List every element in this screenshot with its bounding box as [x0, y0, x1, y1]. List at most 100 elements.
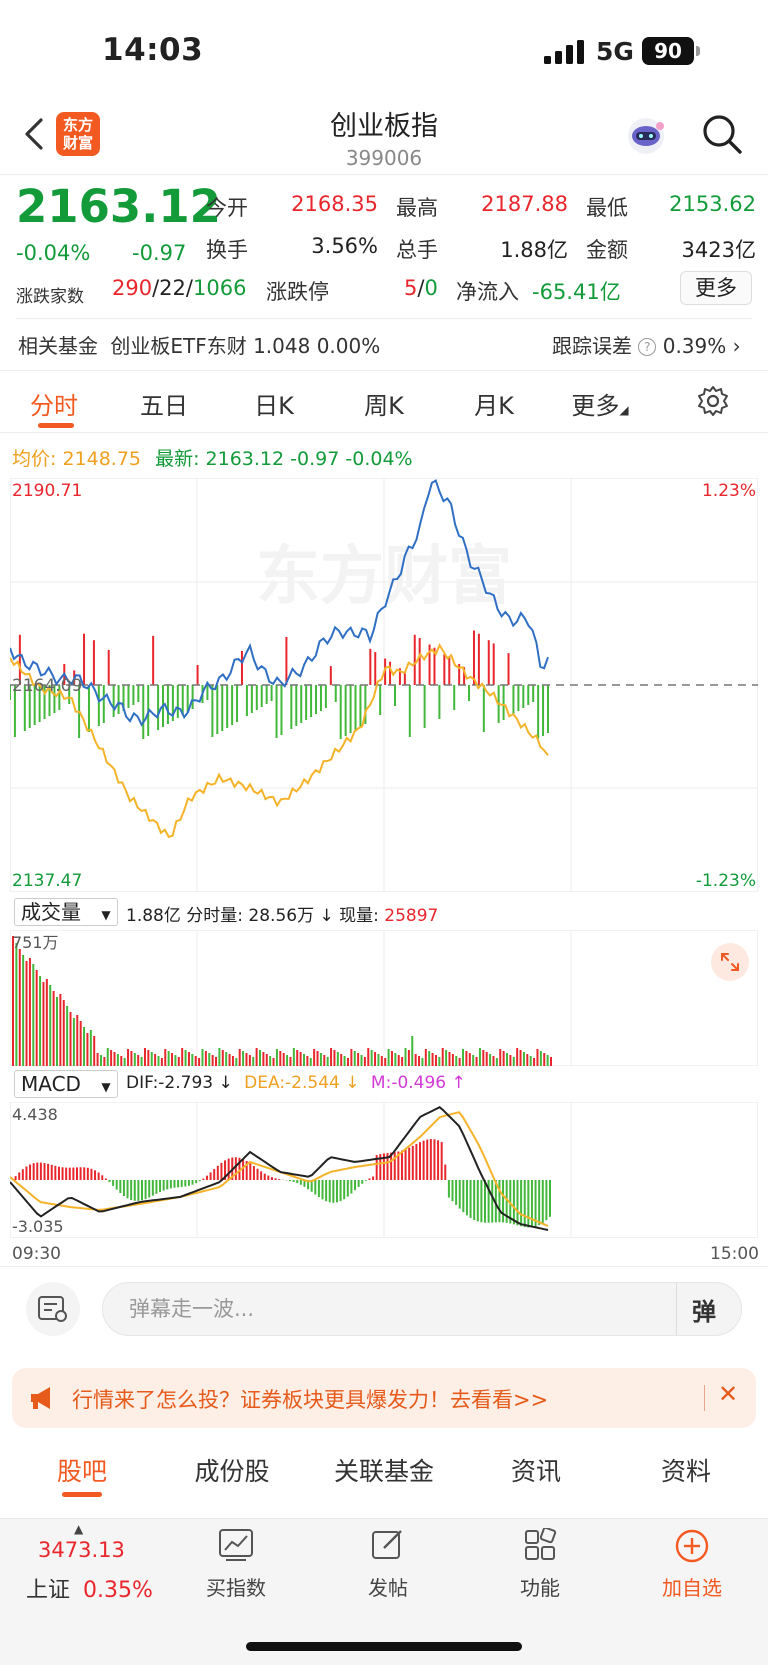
period-volume-label: 分时量: — [186, 906, 243, 926]
down-arrow-icon: ↓ — [319, 906, 334, 926]
volume-bar — [451, 1054, 454, 1066]
volume-bar — [309, 1058, 312, 1066]
volume-bar — [201, 1049, 204, 1066]
assistant-robot-icon[interactable] — [624, 114, 668, 158]
chevron-right-icon: › — [732, 334, 741, 358]
danmu-input[interactable]: 弹幕走一波... — [102, 1282, 742, 1336]
dif-line — [10, 1106, 549, 1231]
index-code: 399006 — [345, 146, 423, 170]
volume-bar — [259, 1050, 262, 1066]
volume-bar — [363, 1057, 366, 1066]
volume-bar — [465, 1051, 468, 1066]
close-icon[interactable]: ✕ — [718, 1380, 739, 1408]
volume-bar — [160, 1058, 163, 1066]
app-logo[interactable]: 东方 财富 — [56, 112, 100, 156]
volume-bar — [42, 982, 45, 1066]
volume-bar — [390, 1051, 393, 1066]
volume-bar — [255, 1048, 258, 1066]
tab-more[interactable]: 更多◢ — [550, 386, 650, 421]
battery-level: 90 — [642, 37, 694, 65]
volume-bar — [326, 1057, 329, 1066]
y-axis-mid: 2164.09 — [12, 676, 82, 696]
tab-intraday[interactable]: 分时 — [30, 392, 78, 420]
volume-total: 1.88亿 — [126, 906, 181, 926]
subtab-news[interactable]: 资讯 — [510, 1457, 561, 1486]
subtab-constituents[interactable]: 成份股 — [194, 1457, 270, 1486]
volume-bar — [154, 1054, 157, 1066]
subtab-related-funds[interactable]: 关联基金 — [333, 1457, 434, 1486]
comment-list-button[interactable] — [26, 1282, 80, 1336]
volume-bars — [12, 936, 552, 1066]
caret-up-icon: ▲ — [74, 1522, 84, 1536]
banner-divider — [704, 1385, 705, 1411]
subtab-profile[interactable]: 资料 — [660, 1457, 711, 1486]
chart-watermark: 东方财富 — [256, 540, 512, 614]
edit-pencil-icon — [372, 1530, 402, 1559]
turnover-label: 换手 — [206, 238, 248, 262]
dropdown-arrow-icon: ▼ — [101, 1080, 111, 1094]
banner-text[interactable]: 行情来了怎么投？证券板块更具爆发力！去看看>> — [72, 1388, 549, 1412]
tab-daily-k[interactable]: 日K — [254, 392, 294, 420]
breadth-up: 290 — [112, 276, 153, 300]
related-fund-row[interactable]: 相关基金 创业板ETF东财 1.048 0.00% — [18, 330, 380, 359]
sh-index-value[interactable]: 3473.13 — [38, 1538, 125, 1562]
add-watchlist-button[interactable]: 加自选 — [632, 1528, 752, 1608]
high-label: 最高 — [396, 196, 438, 220]
volume-bar — [424, 1049, 427, 1066]
volume-bar — [208, 1053, 211, 1066]
more-button[interactable]: 更多 — [680, 271, 752, 305]
volume-bar — [62, 1000, 65, 1066]
intraday-price-chart[interactable]: 东方财富 2190.71 2164.09 2137.47 1.23% -1.23… — [10, 478, 758, 892]
sh-index-name: 上证 — [26, 1578, 71, 1603]
macd-m: M:-0.496 — [370, 1073, 447, 1093]
breadth-down: 1066 — [192, 276, 247, 300]
macd-dea: DEA:-2.544 — [244, 1073, 340, 1093]
volume-bar — [404, 1048, 407, 1066]
functions-button[interactable]: 功能 — [480, 1528, 600, 1608]
macd-chart[interactable]: 4.438 -3.035 — [10, 1102, 758, 1238]
volume-bar — [421, 1058, 424, 1066]
sh-index[interactable]: 上证 0.35% — [26, 1572, 153, 1604]
macd-y-top: 4.438 — [12, 1105, 58, 1124]
volume-bar — [184, 1050, 187, 1066]
volume-bar — [316, 1051, 319, 1066]
expand-icon[interactable] — [710, 942, 750, 982]
buy-index-label: 买指数 — [206, 1576, 266, 1600]
macd-indicator-select[interactable]: MACD ▼ — [14, 1070, 118, 1098]
low-value: 2153.62 — [669, 192, 756, 216]
danmu-toggle-button[interactable]: 弹 — [692, 1292, 716, 1327]
search-icon[interactable] — [700, 112, 744, 156]
volume-bar — [512, 1057, 515, 1066]
buy-index-button[interactable]: 买指数 — [176, 1528, 296, 1608]
limit-down: 0 — [424, 276, 438, 300]
open-value: 2168.35 — [291, 192, 378, 216]
volume-indicator-select[interactable]: 成交量 ▼ — [14, 898, 118, 926]
tracking-error[interactable]: 跟踪误差 ? 0.39% › — [552, 330, 741, 359]
limit-up: 5 — [404, 276, 418, 300]
volume-bar — [143, 1048, 146, 1066]
promo-banner[interactable] — [12, 1368, 756, 1428]
volume-bar — [516, 1048, 519, 1066]
volume-bar — [72, 1018, 75, 1066]
subtab-forum[interactable]: 股吧 — [56, 1457, 107, 1486]
tab-five-day[interactable]: 五日 — [140, 392, 188, 420]
macd-y-bottom: -3.035 — [12, 1217, 64, 1236]
volume-bar — [137, 1055, 140, 1066]
down-arrow-icon: ↓ — [213, 1073, 239, 1093]
tab-weekly-k[interactable]: 周K — [364, 392, 404, 420]
post-button[interactable]: 发帖 — [328, 1528, 448, 1608]
logo-text-1: 东方 — [62, 116, 93, 134]
back-icon[interactable] — [22, 112, 46, 156]
tab-monthly-k[interactable]: 月K — [474, 392, 514, 420]
volume-bar — [55, 997, 58, 1066]
price-line — [10, 479, 549, 727]
network-type: 5G — [596, 37, 634, 66]
volume-bar — [292, 1048, 295, 1066]
open-label: 今开 — [206, 196, 248, 220]
period-volume-value: 28.56万 — [248, 906, 315, 926]
volume-label: 总手 — [396, 238, 438, 262]
volume-chart[interactable]: 751万 — [10, 930, 758, 1066]
list-settings-icon — [38, 1296, 67, 1322]
volume-bar — [289, 1057, 292, 1066]
settings-gear-icon[interactable] — [696, 384, 730, 418]
